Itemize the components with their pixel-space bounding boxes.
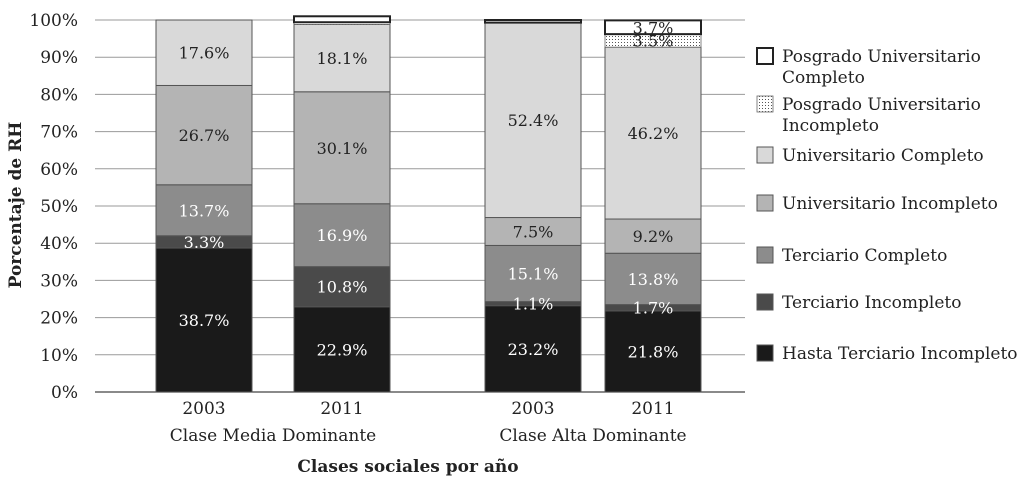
y-tick-label: 100% [29,11,78,31]
legend-item: Universitario Incompleto [756,194,998,214]
bar-segment [155,19,253,86]
x-group-label: Clase Media Dominante [170,426,376,446]
bar-segment [293,306,391,393]
bar-segment [293,15,391,24]
data-label: 7.5% [513,222,554,241]
bar-segment [484,244,582,303]
y-tick-label: 30% [40,271,78,291]
bar-segment [484,305,582,393]
legend-label: Terciario Incompleto [782,293,962,313]
x-tick-label: 2003 [182,399,225,419]
x-tick-label: 2003 [511,399,554,419]
legend-label: Universitario Incompleto [782,194,998,214]
bar-stack: 22.9% 10.8% 16.9% 30.1% 18.1% [293,15,391,393]
bar-segment [604,252,702,306]
y-axis-ticks: 0% 10% 20% 30% 40% 50% 60% 70% 80% 90% 100% [29,11,78,403]
legend-label: Universitario Completo [782,146,984,166]
data-label: 52.4% [508,111,559,130]
legend-swatch [756,194,774,212]
data-label: 1.7% [633,299,674,318]
y-tick-label: 0% [51,383,78,403]
data-label: 10.8% [317,278,368,297]
y-tick-label: 10% [40,346,78,366]
x-axis-label: Clases sociales por año [297,457,518,477]
data-label: 3.7% [633,18,674,37]
bar-segment [604,310,702,393]
data-label: 18.1% [317,49,368,68]
data-label: 3.3% [184,233,225,252]
legend-swatch [756,293,774,311]
data-label: 22.9% [317,340,368,359]
bar-stack: 21.8% 1.7% 13.8% 9.2% 46.2% 3.5%3.7% [604,18,702,393]
data-label: 30.1% [317,139,368,158]
legend-label: Hasta Terciario Incompleto [782,344,1018,364]
legend-swatch [756,146,774,164]
bar-segment [484,19,582,24]
bar-segment [155,84,253,186]
bar-segment [293,266,391,308]
bar-segment [293,91,391,205]
data-label: 1.1% [513,295,554,314]
legend-label: Completo [782,68,865,88]
bar-segment [484,217,582,246]
y-axis-label: Porcentaje de RH [6,122,26,289]
data-label: 15.1% [508,265,559,284]
y-tick-label: 20% [40,309,78,329]
bar-stack: 38.7% 3.3% 13.7% 26.7% 17.6% [155,19,253,393]
legend-item: Terciario Incompleto [756,293,962,313]
legend-swatch [756,95,774,113]
data-label: 21.8% [628,342,679,361]
legend-item: Hasta Terciario Incompleto [756,344,1018,364]
bar-segment [604,19,702,36]
bar-stack: 23.2% 1.1% 15.1% 7.5% 52.4% [484,19,582,393]
legend-swatch [756,47,774,65]
legend-swatch [756,246,774,264]
x-axis: 2003 2011 2003 2011 Clase Media Dominante Cla… [170,399,687,446]
bars: 38.7% 3.3% 13.7% 26.7% 17.6% 22.9% 10.8% 16.9% 3… [155,15,702,393]
y-tick-label: 60% [40,160,78,180]
data-label: 13.7% [179,201,230,220]
data-label: 9.2% [633,227,674,246]
y-tick-label: 40% [40,234,78,254]
x-tick-label: 2011 [320,399,363,419]
legend-label: Posgrado Universitario [782,95,981,115]
y-tick-label: 90% [40,48,78,68]
x-tick-label: 2011 [631,399,674,419]
data-label: 13.8% [628,270,679,289]
bar-segment [293,23,391,93]
bar-segment [155,184,253,237]
y-tick-label: 80% [40,85,78,105]
y-tick-label: 50% [40,197,78,217]
bar-segment [484,22,582,219]
legend-item: Terciario Completo [756,246,947,266]
legend-item: Universitario Completo [756,146,984,166]
data-label: 38.7% [179,311,230,330]
bar-segment [604,46,702,220]
data-label: 17.6% [179,44,230,63]
data-label: 3.5% [633,32,674,51]
x-group-label: Clase Alta Dominante [499,426,686,446]
legend-swatch [756,344,774,362]
y-tick-label: 70% [40,123,78,143]
data-label: 23.2% [508,340,559,359]
data-label: 46.2% [628,124,679,143]
data-label: 26.7% [179,126,230,145]
data-label: 16.9% [317,226,368,245]
bar-segment [155,247,253,393]
legend-label: Posgrado Universitario [782,47,981,67]
legend-label: Incompleto [782,116,879,136]
legend-label: Terciario Completo [782,246,947,266]
